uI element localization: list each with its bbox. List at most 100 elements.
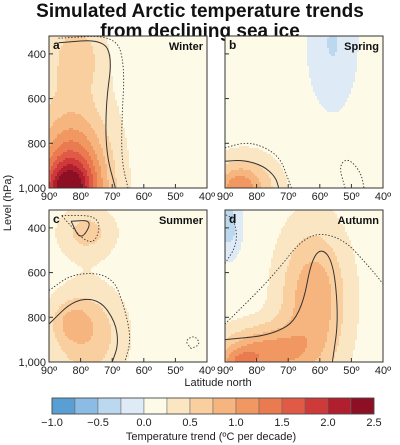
heat-cell bbox=[81, 66, 84, 69]
heat-cell bbox=[83, 142, 86, 145]
heat-cell bbox=[77, 120, 80, 123]
heat-cell bbox=[79, 126, 82, 129]
heat-cell bbox=[169, 102, 172, 105]
heat-cell bbox=[187, 46, 190, 49]
heat-cell bbox=[189, 42, 192, 45]
heat-cell bbox=[189, 150, 192, 153]
heat-cell bbox=[87, 148, 90, 151]
heat-cell bbox=[121, 72, 124, 75]
heat-cell bbox=[183, 160, 186, 163]
heat-cell bbox=[173, 124, 176, 127]
heat-cell bbox=[193, 148, 196, 151]
heat-cell bbox=[83, 160, 86, 163]
heat-cell bbox=[161, 116, 164, 119]
heat-cell bbox=[89, 38, 92, 41]
heat-cell bbox=[109, 118, 112, 121]
heat-cell bbox=[153, 106, 156, 109]
heat-cell bbox=[151, 152, 154, 155]
heat-cell bbox=[195, 46, 198, 49]
heat-cell bbox=[191, 80, 194, 83]
heat-cell bbox=[151, 104, 154, 107]
heat-cell bbox=[91, 160, 94, 163]
heat-cell bbox=[101, 148, 104, 151]
heat-cell bbox=[127, 84, 130, 87]
heat-cell bbox=[145, 66, 148, 69]
heat-cell bbox=[89, 118, 92, 121]
heat-cell bbox=[117, 152, 120, 155]
heat-cell bbox=[157, 52, 160, 55]
heat-cell bbox=[117, 104, 120, 107]
heat-cell bbox=[165, 44, 168, 47]
heat-cell bbox=[61, 150, 64, 153]
heat-cell bbox=[91, 84, 94, 87]
heat-cell bbox=[161, 100, 164, 103]
heat-cell bbox=[181, 144, 184, 147]
heat-cell bbox=[155, 106, 158, 109]
heat-cell bbox=[105, 156, 108, 159]
heat-cell bbox=[59, 54, 62, 57]
heat-cell bbox=[143, 130, 146, 133]
heat-cell bbox=[155, 98, 158, 101]
heat-cell bbox=[149, 114, 152, 117]
heat-cell bbox=[119, 126, 122, 129]
heat-cell bbox=[205, 72, 207, 75]
heat-cell bbox=[65, 132, 68, 135]
heat-cell bbox=[147, 154, 150, 157]
heat-cell bbox=[97, 138, 100, 141]
heat-cell bbox=[175, 80, 178, 83]
heat-cell bbox=[109, 154, 112, 157]
heat-cell bbox=[171, 96, 174, 99]
heat-cell bbox=[197, 144, 200, 147]
heat-cell bbox=[153, 104, 156, 107]
heat-cell bbox=[161, 114, 164, 117]
heat-cell bbox=[113, 46, 116, 49]
heat-cell bbox=[65, 36, 68, 39]
heat-cell bbox=[185, 82, 188, 85]
heat-cell bbox=[57, 82, 60, 85]
heat-cell bbox=[69, 58, 72, 61]
heat-cell bbox=[133, 98, 136, 101]
heat-cell bbox=[117, 78, 120, 81]
heat-cell bbox=[169, 130, 172, 133]
heat-cell bbox=[135, 140, 138, 143]
heat-cell bbox=[147, 124, 150, 127]
heat-cell bbox=[93, 84, 96, 87]
heat-cell bbox=[163, 100, 166, 103]
heat-cell bbox=[145, 40, 148, 43]
heat-cell bbox=[109, 92, 112, 95]
heat-cell bbox=[147, 64, 150, 67]
heat-cell bbox=[137, 100, 140, 103]
heat-cell bbox=[169, 96, 172, 99]
heat-cell bbox=[153, 72, 156, 75]
heat-cell bbox=[109, 110, 112, 113]
heat-cell bbox=[175, 88, 178, 91]
heat-cell bbox=[87, 152, 90, 155]
heat-cell bbox=[189, 124, 192, 127]
heat-cell bbox=[179, 80, 182, 83]
heat-cell bbox=[159, 74, 162, 77]
heat-cell bbox=[69, 112, 72, 115]
heat-cell bbox=[195, 72, 198, 75]
heat-cell bbox=[61, 54, 64, 57]
heat-cell bbox=[175, 144, 178, 147]
heat-cell bbox=[105, 70, 108, 73]
heat-cell bbox=[109, 94, 112, 97]
heat-cell bbox=[109, 108, 112, 111]
heat-cell bbox=[135, 120, 138, 123]
heat-cell bbox=[189, 40, 192, 43]
heat-cell bbox=[121, 64, 124, 67]
heat-cell bbox=[113, 134, 116, 137]
heat-cell bbox=[51, 56, 54, 59]
heat-cell bbox=[147, 100, 150, 103]
heat-cell bbox=[101, 116, 104, 119]
heat-cell bbox=[55, 70, 58, 73]
heat-cell bbox=[69, 156, 72, 159]
heat-cell bbox=[137, 114, 140, 117]
heat-cell bbox=[115, 146, 118, 149]
heat-cell bbox=[155, 124, 158, 127]
heat-cell bbox=[79, 80, 82, 83]
heat-cell bbox=[155, 70, 158, 73]
heat-cell bbox=[91, 118, 94, 121]
heat-cell bbox=[109, 42, 112, 45]
heat-cell bbox=[85, 156, 88, 159]
